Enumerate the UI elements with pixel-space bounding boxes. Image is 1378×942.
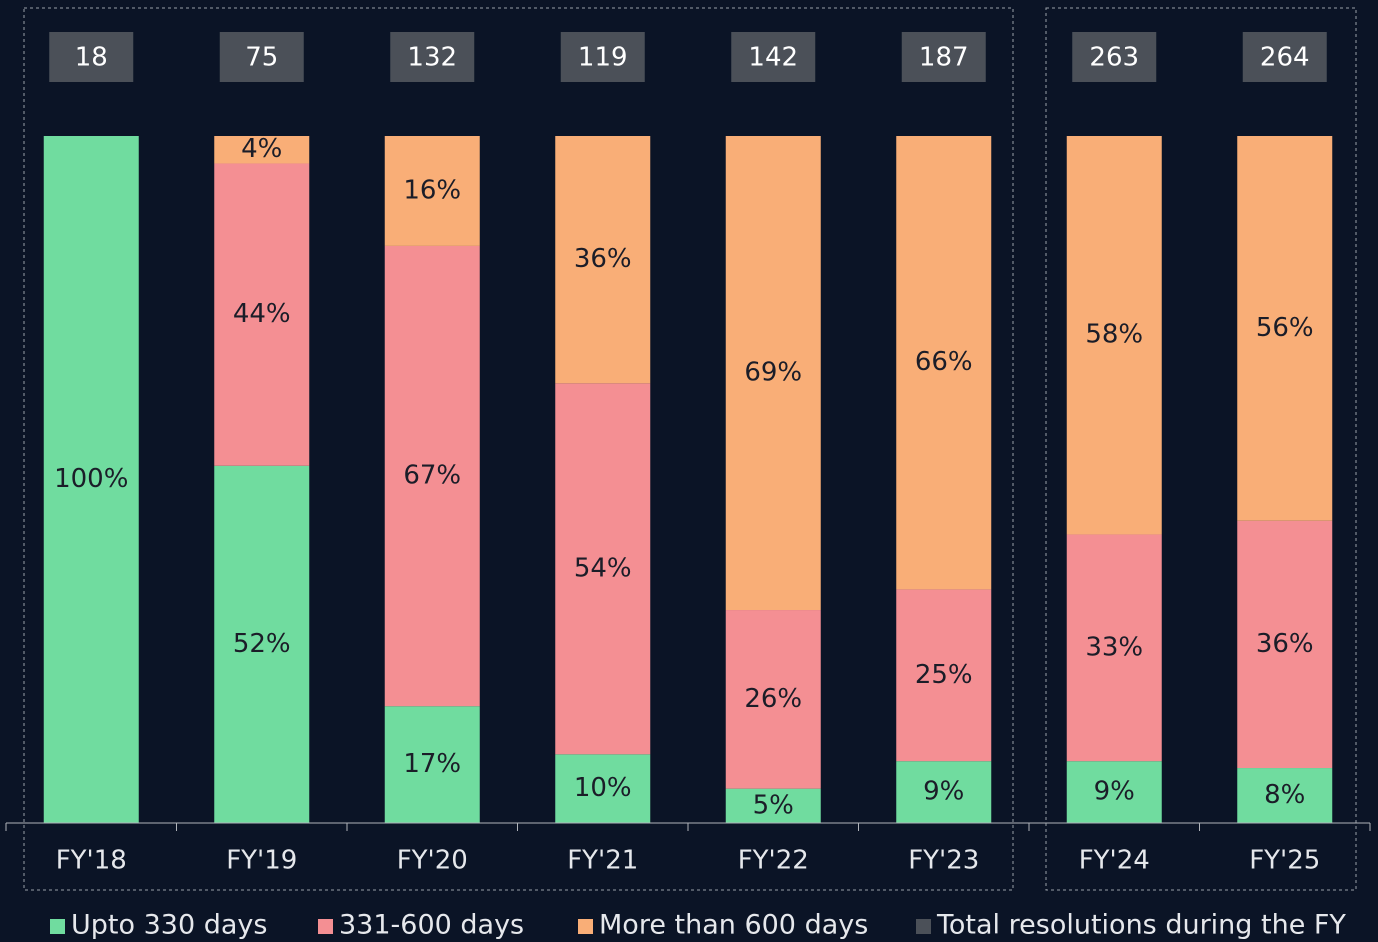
data-label: 9% <box>923 777 964 807</box>
legend-label: Upto 330 days <box>71 910 267 941</box>
data-label: 26% <box>744 684 802 714</box>
total-box <box>1242 32 1327 82</box>
bar-segment <box>725 788 821 823</box>
bar-segment <box>1237 520 1333 769</box>
x-tick-label: FY'22 <box>738 846 809 876</box>
total-box <box>49 32 134 82</box>
x-tick-label: FY'21 <box>567 846 638 876</box>
bar-segment <box>384 706 480 823</box>
bar-segment <box>896 761 992 823</box>
total-box <box>560 32 645 82</box>
bar-segment <box>555 136 651 384</box>
x-tick-label: FY'25 <box>1249 846 1320 876</box>
data-label: 17% <box>403 749 461 779</box>
legend-swatch <box>50 919 65 934</box>
total-label: 75 <box>245 43 278 73</box>
data-label: 56% <box>1256 313 1314 343</box>
x-tick-label: FY'18 <box>56 846 127 876</box>
group-box <box>23 7 1014 891</box>
bar-segment <box>384 136 480 246</box>
data-label: 10% <box>574 773 632 803</box>
total-box <box>219 32 304 82</box>
bar-segment <box>214 163 310 466</box>
total-box <box>390 32 475 82</box>
data-label: 67% <box>403 461 461 491</box>
bar-segment <box>725 136 821 611</box>
data-label: 4% <box>241 134 282 164</box>
bar-segment <box>1066 136 1162 535</box>
legend-label: Total resolutions during the FY <box>936 910 1346 941</box>
data-label: 66% <box>915 347 973 377</box>
bar-segment <box>214 465 310 823</box>
bar-segment <box>1237 768 1333 823</box>
data-label: 25% <box>915 660 973 690</box>
legend-swatch <box>318 919 333 934</box>
data-label: 100% <box>54 464 128 494</box>
data-label: 52% <box>233 629 291 659</box>
bar-segment <box>1237 136 1333 521</box>
bar-segment <box>1066 761 1162 823</box>
total-label: 142 <box>748 43 798 73</box>
x-tick-label: FY'20 <box>397 846 468 876</box>
bar-segment <box>214 136 310 164</box>
total-box <box>731 32 816 82</box>
x-tick-label: FY'24 <box>1079 846 1150 876</box>
bar-segment <box>555 383 651 755</box>
bar-segment <box>725 610 821 789</box>
data-label: 33% <box>1085 632 1143 662</box>
total-label: 264 <box>1260 43 1310 73</box>
data-label: 44% <box>233 299 291 329</box>
bar-segment <box>555 754 651 823</box>
data-label: 9% <box>1094 777 1135 807</box>
data-label: 54% <box>574 553 632 583</box>
bar-segment <box>896 589 992 762</box>
legend-swatch <box>578 919 593 934</box>
data-label: 16% <box>403 175 461 205</box>
total-label: 119 <box>578 43 628 73</box>
total-box <box>901 32 986 82</box>
data-label: 36% <box>1256 629 1314 659</box>
legend-label: More than 600 days <box>599 910 868 941</box>
total-box <box>1072 32 1157 82</box>
x-tick-label: FY'19 <box>226 846 297 876</box>
total-label: 132 <box>407 43 457 73</box>
total-label: 18 <box>75 43 108 73</box>
x-tick-label: FY'23 <box>908 846 979 876</box>
data-label: 5% <box>753 790 794 820</box>
bar-segment <box>43 136 139 823</box>
legend-swatch <box>916 919 931 934</box>
data-label: 69% <box>744 358 802 388</box>
data-label: 58% <box>1085 320 1143 350</box>
bar-segment <box>384 245 480 707</box>
bar-segment <box>1066 534 1162 762</box>
total-label: 263 <box>1089 43 1139 73</box>
group-box <box>1045 7 1357 891</box>
data-label: 36% <box>574 244 632 274</box>
bar-segment <box>896 136 992 590</box>
total-label: 187 <box>919 43 969 73</box>
data-label: 8% <box>1264 780 1305 810</box>
legend-label: 331-600 days <box>339 910 524 941</box>
